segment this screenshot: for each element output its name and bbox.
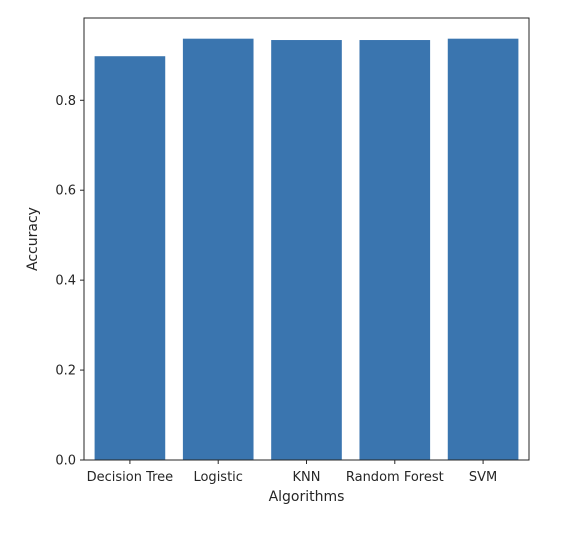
x-tick-label: KNN bbox=[293, 470, 321, 485]
x-axis-ticks: Decision Tree Logistic KNN Random Forest SVM bbox=[87, 460, 497, 485]
y-axis-ticks: 0.0 0.2 0.4 0.6 0.8 bbox=[55, 94, 84, 469]
x-axis-label: Algorithms bbox=[269, 489, 345, 505]
y-tick-label: 0.2 bbox=[55, 364, 76, 379]
bars-group bbox=[94, 38, 519, 461]
x-tick-label: Decision Tree bbox=[87, 470, 174, 485]
bar-random-forest bbox=[359, 40, 431, 460]
x-tick-label: Logistic bbox=[193, 470, 242, 485]
y-tick-label: 0.4 bbox=[55, 274, 76, 289]
bar-svm bbox=[447, 38, 519, 460]
bar-knn bbox=[271, 40, 342, 460]
bar-decision-tree bbox=[94, 56, 166, 461]
x-tick-label: Random Forest bbox=[346, 470, 444, 485]
x-tick-label: SVM bbox=[469, 470, 497, 485]
bar-logistic bbox=[182, 38, 254, 460]
y-tick-label: 0.8 bbox=[55, 94, 76, 109]
y-axis-label: Accuracy bbox=[25, 207, 41, 271]
y-tick-label: 0.6 bbox=[55, 184, 76, 199]
y-tick-label: 0.0 bbox=[55, 454, 76, 469]
axes-frame bbox=[83, 17, 530, 461]
